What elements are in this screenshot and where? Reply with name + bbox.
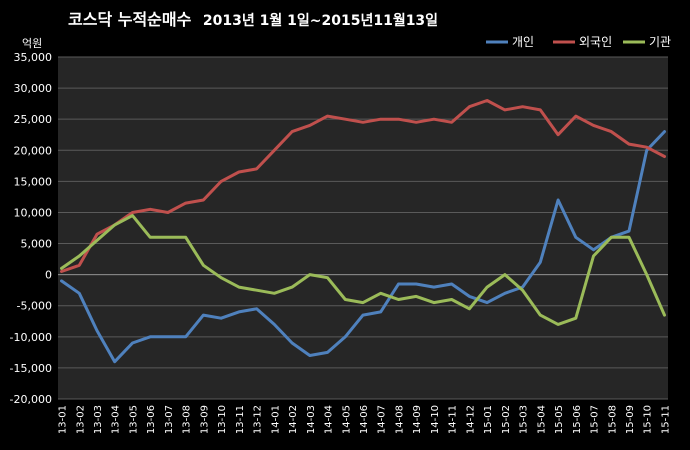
legend-label-0: 개인	[512, 35, 534, 49]
y-tick-label: -15,000	[10, 362, 52, 375]
x-tick-label: 15-06	[572, 405, 583, 434]
x-tick-label: 13-09	[199, 405, 210, 434]
x-tick-label: 13-10	[217, 405, 228, 434]
x-tick-label: 14-06	[359, 405, 370, 434]
x-tick-label: 14-10	[430, 405, 441, 434]
series-line-2	[60, 214, 666, 326]
y-tick-label: 15,000	[14, 175, 53, 188]
x-tick-label: 15-08	[607, 405, 618, 434]
x-tick-label: 13-06	[146, 405, 157, 434]
x-tick-label: 13-08	[182, 405, 193, 434]
x-tick-label: 14-12	[465, 405, 476, 434]
y-tick-label: -20,000	[10, 393, 52, 406]
x-tick-label: 13-02	[75, 405, 86, 434]
y-tick-label: 20,000	[14, 144, 53, 157]
y-tick-label: 25,000	[14, 113, 53, 126]
x-tick-label: 14-11	[448, 405, 459, 434]
legend: 개인 외국인 기관	[486, 35, 671, 49]
x-tick-label: 15-04	[536, 405, 547, 434]
y-tick-label: 10,000	[14, 206, 53, 219]
y-tick-label: 35,000	[14, 51, 53, 64]
x-tick-label: 14-05	[341, 405, 352, 434]
y-tick-label: -10,000	[10, 331, 52, 344]
x-tick-label: 13-01	[58, 405, 69, 434]
y-tick-label: 5,000	[21, 238, 53, 251]
x-tick-label: 15-02	[501, 405, 512, 434]
x-tick-label: 13-12	[253, 405, 264, 434]
plot-area	[58, 57, 668, 399]
y-axis-ticks: 35,000 30,000 25,000 20,000 15,000 10,000 5,00…	[10, 51, 52, 406]
x-tick-label: 14-07	[377, 405, 388, 434]
y-tick-label: 0	[45, 269, 52, 282]
y-axis-unit-label: 억원	[22, 37, 42, 50]
series-lines	[60, 99, 666, 364]
x-tick-label: 14-03	[306, 405, 317, 434]
series-line-0	[60, 130, 666, 364]
series-line-1	[60, 99, 666, 273]
x-tick-label: 14-04	[324, 405, 335, 434]
x-tick-label: 13-03	[93, 405, 104, 434]
x-tick-label: 14-08	[394, 405, 405, 434]
y-tick-label: 30,000	[14, 82, 53, 95]
x-tick-label: 13-11	[235, 405, 246, 434]
x-tick-label: 15-03	[519, 405, 530, 434]
x-tick-label: 13-07	[164, 405, 175, 434]
x-tick-label: 15-10	[643, 405, 654, 434]
x-tick-label: 15-11	[660, 405, 671, 434]
chart-title: 코스닥 누적순매수 2013년 1월 1일~2015년11월13일	[68, 10, 438, 29]
x-tick-label: 14-09	[412, 405, 423, 434]
legend-label-2: 기관	[649, 35, 671, 49]
chart-title-main: 코스닥 누적순매수	[68, 10, 192, 29]
x-tick-label: 14-02	[288, 405, 299, 434]
x-tick-label: 15-07	[590, 405, 601, 434]
x-axis-ticks: 13-01 13-02 13-03 13-04 13-05 13-06 13-07 13-08…	[58, 405, 672, 434]
legend-label-1: 외국인	[579, 35, 612, 49]
x-tick-label: 15-01	[483, 405, 494, 434]
x-tick-label: 13-05	[128, 405, 139, 434]
x-tick-label: 15-05	[554, 405, 565, 434]
x-tick-label: 13-04	[111, 405, 122, 434]
y-tick-label: -5,000	[17, 300, 52, 313]
x-tick-label: 14-01	[270, 405, 281, 434]
x-tick-label: 15-09	[625, 405, 636, 434]
chart-subtitle: 2013년 1월 1일~2015년11월13일	[203, 12, 438, 29]
